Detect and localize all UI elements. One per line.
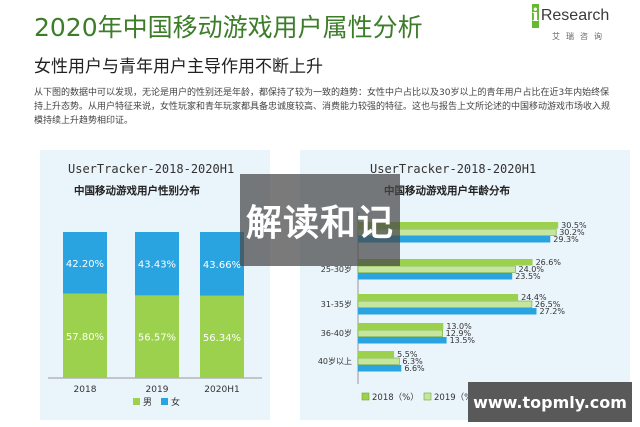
- x-tick-label: 2018: [74, 385, 97, 395]
- y-tick-label: 36-40岁: [321, 328, 352, 338]
- y-tick-label: 31-35岁: [321, 299, 352, 309]
- bar-age-2-series-1: [357, 300, 533, 308]
- logo-word: Research: [540, 7, 610, 24]
- gender-chart-title: UserTracker-2018-2020H1: [68, 162, 235, 176]
- data-label: 56.34%: [203, 333, 241, 344]
- bar-age-1-series-2: [358, 273, 513, 280]
- age-chart: 30.5%30.2%29.3% 26.6%24.0%23.5% 25-30岁 24.4…: [318, 212, 587, 403]
- bar-age-1-series-0: [358, 259, 533, 266]
- bar-age-0-series-0: [358, 222, 559, 229]
- data-label: 13.0%: [446, 322, 472, 331]
- data-label: 30.2%: [559, 228, 585, 237]
- age-chart-subtitle: 中国移动游戏用户年龄分布: [384, 185, 510, 197]
- y-tick-label: 25-30岁: [321, 264, 352, 274]
- data-label: 13.5%: [450, 336, 476, 345]
- data-label: 5.5%: [397, 350, 418, 359]
- logo-mark: i: [532, 4, 539, 28]
- bar-age-2-series-2: [358, 308, 537, 315]
- data-label: 27.2%: [540, 307, 566, 316]
- bar-age-4-series-0: [358, 351, 395, 358]
- legend-swatch: [161, 398, 168, 405]
- bar-male-2019: [135, 295, 179, 378]
- bar-age-3-series-2: [358, 337, 447, 344]
- age-chart-title: UserTracker-2018-2020H1: [370, 162, 537, 176]
- bar-age-4-series-1: [357, 357, 400, 365]
- data-label: 29.3%: [553, 235, 579, 244]
- data-label: 26.5%: [535, 300, 561, 309]
- data-label: 30.5%: [561, 221, 587, 230]
- data-label: 24.4%: [521, 293, 547, 302]
- bar-age-0-series-2: [358, 236, 551, 243]
- data-label: 43.66%: [203, 260, 241, 271]
- bar-age-1-series-1: [357, 265, 516, 273]
- legend-swatch: [423, 392, 432, 401]
- iresearch-logo: i Research 艾瑞咨询: [532, 4, 610, 48]
- bar-female-2019: [135, 232, 179, 296]
- x-tick-label: 2019: [146, 385, 169, 395]
- bar-age-2-series-0: [358, 294, 519, 301]
- legend-swatch: [133, 398, 140, 405]
- legend-swatch: [361, 392, 370, 401]
- page-title: 2020年中国移动游戏用户属性分析: [34, 13, 423, 42]
- data-label: 56.57%: [138, 333, 176, 344]
- data-label: 6.3%: [402, 357, 423, 366]
- data-label: 43.43%: [138, 260, 176, 271]
- legend-label: 2018（%）: [372, 392, 419, 403]
- gender-chart-subtitle: 中国移动游戏用户性别分布: [74, 185, 200, 197]
- bar-female-2018: [63, 232, 107, 294]
- data-label: 23.5%: [515, 272, 541, 281]
- legend-label: 2019（%）: [434, 392, 481, 403]
- gender-chart-panel: UserTracker-2018-2020H1 中国移动游戏用户性别分布 57.…: [40, 150, 270, 420]
- y-tick-label: 40岁以上: [318, 356, 352, 366]
- bar-age-4-series-2: [358, 365, 402, 372]
- data-label: 12.9%: [446, 329, 472, 338]
- overlay-caption-text: 解读和记: [245, 203, 394, 244]
- bar-male-2020H1: [200, 295, 244, 378]
- page-subtitle: 女性用户与青年用户主导作用不断上升: [34, 57, 323, 77]
- data-label: 57.80%: [66, 332, 104, 343]
- x-tick-label: 2020H1: [204, 385, 239, 395]
- age-chart-panel: UserTracker-2018-2020H1 中国移动游戏用户年龄分布 30.…: [300, 150, 630, 420]
- data-label: 42.20%: [66, 259, 104, 270]
- data-label: 6.6%: [404, 364, 425, 373]
- data-label: 24.0%: [519, 265, 545, 274]
- bar-female-2020H1: [200, 232, 244, 296]
- body-paragraph: 从下图的数据中可以发现，无论是用户的性别还是年龄，都保持了较为一致的趋势：女性中…: [34, 88, 611, 126]
- bar-male-2018: [63, 293, 107, 378]
- overlay-caption: 解读和记: [240, 174, 400, 266]
- gender-chart: 57.80% 42.20% 2018 56.57% 43.43% 2019 56.34% 43…: [48, 232, 262, 408]
- bar-age-3-series-0: [358, 323, 444, 330]
- legend-label: 女: [171, 396, 180, 408]
- legend-label: 男: [143, 397, 152, 408]
- site-watermark: www.topmly.com: [468, 382, 632, 422]
- logo-subtitle: 艾瑞咨询: [552, 32, 608, 41]
- bar-age-3-series-1: [357, 329, 443, 337]
- data-label: 26.6%: [536, 258, 562, 267]
